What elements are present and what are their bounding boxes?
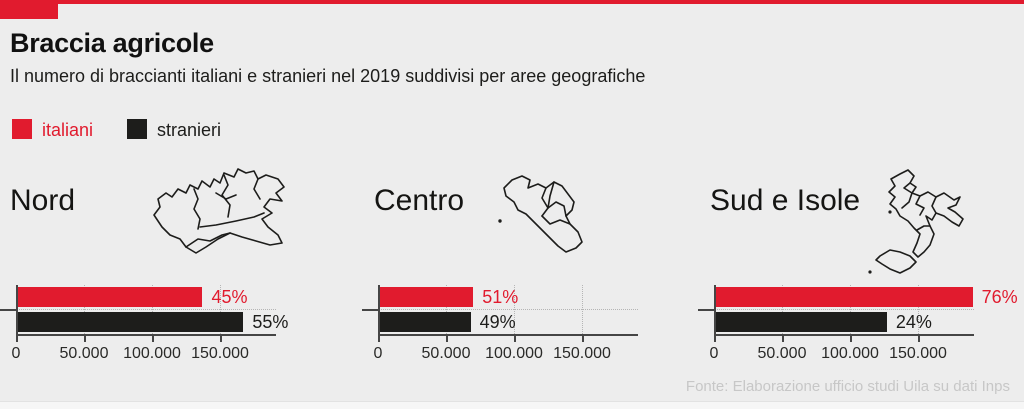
- x-tick-label: 150.000: [889, 345, 947, 362]
- x-tick-label: 50.000: [59, 345, 109, 362]
- x-tick-label: 0: [709, 345, 719, 362]
- plot-area-centro: 51% 49%: [362, 285, 638, 342]
- y-axis-line: [16, 285, 18, 341]
- y-axis-line: [378, 285, 380, 341]
- bar-value-label: 55%: [252, 312, 289, 332]
- x-axis-labels: 0 50.000 100.000 150.000: [12, 345, 276, 363]
- x-axis-tick: [582, 334, 584, 342]
- bar-centro-italiani: 51%: [378, 287, 518, 307]
- area-title-centro: Centro: [374, 184, 465, 217]
- y-axis-tick: [698, 309, 714, 311]
- bar-value-label: 51%: [482, 287, 519, 307]
- x-axis-tick: [514, 334, 516, 342]
- page-title: Braccia agricole: [10, 28, 214, 58]
- legend-swatch-italiani: [12, 119, 32, 139]
- x-tick-label: 150.000: [553, 345, 611, 362]
- x-tick-label: 100.000: [821, 345, 879, 362]
- x-tick-label: 0: [373, 345, 383, 362]
- x-axis-tick: [850, 334, 852, 342]
- bar-centro-stranieri: 49%: [378, 312, 516, 332]
- north-italy-map-icon: [153, 168, 285, 254]
- area-title-sud: Sud e Isole: [710, 184, 861, 217]
- plot-area-sud: 76% 24%: [698, 285, 1018, 342]
- x-axis-tick: [220, 334, 222, 342]
- x-axis-line: [378, 334, 638, 336]
- x-tick-label: 50.000: [757, 345, 807, 362]
- bar-chart-sud: 76% 24% 0 50.000 100.000 150.000: [698, 285, 1018, 365]
- x-tick-label: 0: [11, 345, 21, 362]
- x-tick-label: 100.000: [123, 345, 181, 362]
- x-tick-label: 50.000: [421, 345, 471, 362]
- x-axis-line: [714, 334, 974, 336]
- page-subtitle: Il numero di braccianti italiani e stran…: [10, 66, 646, 86]
- x-axis-tick: [84, 334, 86, 342]
- top-accent-strip: [0, 0, 1024, 4]
- source-credit: Fonte: Elaborazione ufficio studi Uila s…: [685, 378, 1010, 395]
- bottom-strip: [0, 401, 1024, 409]
- bar-chart-centro: 51% 49% 0 50.000 100.000 150.000: [362, 285, 638, 365]
- bar-value-label: 45%: [211, 287, 248, 307]
- x-axis-line: [16, 334, 276, 336]
- bar-value-label: 76%: [981, 287, 1018, 307]
- x-axis-tick: [152, 334, 154, 342]
- bar-chart-nord: 45% 55% 0 50.000 100.000 150.000: [0, 285, 288, 365]
- x-tick-label: 100.000: [485, 345, 543, 362]
- brand-accent-block: [0, 0, 58, 19]
- legend-swatch-stranieri: [127, 119, 147, 139]
- x-tick-label: 150.000: [191, 345, 249, 362]
- bar-value-label: 49%: [479, 312, 516, 332]
- category-divider-line: [16, 309, 276, 310]
- bar-value-label: 24%: [895, 312, 932, 332]
- bar-nord-italiani: 45%: [16, 287, 248, 307]
- x-axis-tick: [446, 334, 448, 342]
- south-italy-map-icon: [868, 169, 964, 274]
- category-divider-line: [714, 309, 974, 310]
- y-axis-line: [714, 285, 716, 341]
- bar-nord-stranieri: 55%: [16, 312, 288, 332]
- central-italy-map-icon: [498, 175, 583, 253]
- bar-sud-italiani: 76%: [714, 287, 1018, 307]
- area-title-nord: Nord: [10, 184, 76, 217]
- plot-area-nord: 45% 55%: [0, 285, 288, 342]
- legend-label-italiani: italiani: [42, 120, 94, 140]
- bar-sud-stranieri: 24%: [714, 312, 932, 332]
- y-axis-tick: [0, 309, 16, 311]
- y-axis-tick: [362, 309, 378, 311]
- x-axis-labels: 0 50.000 100.000 150.000: [710, 345, 974, 363]
- legend-label-stranieri: stranieri: [157, 120, 222, 140]
- x-axis-labels: 0 50.000 100.000 150.000: [374, 345, 638, 363]
- x-axis-tick: [918, 334, 920, 342]
- category-divider-line: [378, 309, 638, 310]
- x-axis-tick: [782, 334, 784, 342]
